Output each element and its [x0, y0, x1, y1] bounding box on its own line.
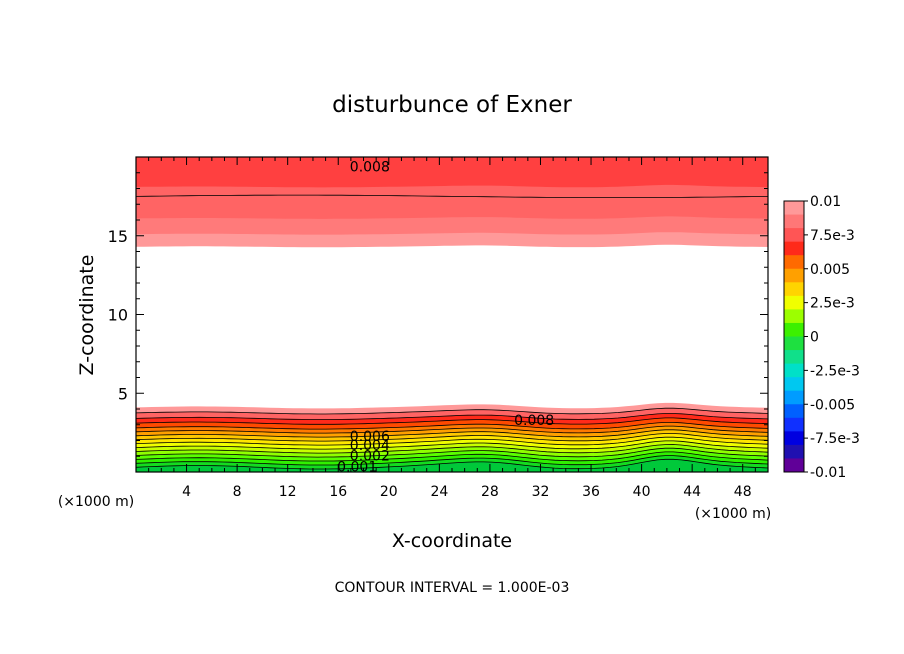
x-tick-label: 12 — [279, 484, 297, 500]
x-axis-label: X-coordinate — [392, 530, 512, 552]
contour-line — [136, 433, 768, 442]
colorbar-label: -0.005 — [810, 397, 855, 413]
contour-line — [136, 417, 768, 425]
chart-title: disturbunce of Exner — [332, 92, 572, 118]
contour-line — [136, 407, 768, 415]
contour-label: 0.001 — [337, 459, 377, 475]
colorbar-swatch — [784, 363, 804, 378]
contour-line — [136, 422, 768, 430]
contour-line — [136, 413, 768, 420]
x-tick-label: 24 — [430, 484, 448, 500]
contour-line — [136, 458, 768, 470]
colorbar-label: -0.01 — [810, 465, 846, 481]
x-tick-label: 44 — [683, 484, 701, 500]
x-tick-label: 32 — [532, 484, 550, 500]
x-unit-label-right: (×1000 m) — [695, 506, 771, 522]
colorbar-swatch — [784, 214, 804, 229]
x-tick-label: 8 — [233, 484, 242, 500]
contour-label: 0.006 — [350, 429, 390, 445]
y-tick-label: 5 — [118, 384, 128, 403]
upper-contour-band — [136, 157, 768, 188]
colorbar-swatch — [784, 241, 804, 256]
x-tick-label: 48 — [734, 484, 752, 500]
contour-line — [136, 444, 768, 454]
y-axis-label: Z-coordinate — [76, 255, 98, 376]
colorbar-label: 2.5e-3 — [810, 296, 855, 312]
contour-interval-note: CONTOUR INTERVAL = 1.000E-03 — [335, 580, 570, 596]
contour-line — [136, 194, 768, 198]
contour-line — [136, 440, 768, 450]
x-tick-label: 4 — [182, 484, 191, 500]
colorbar-swatch — [784, 255, 804, 270]
colorbar-label: 0.005 — [810, 262, 850, 278]
colorbar-label: -2.5e-3 — [810, 363, 860, 379]
x-tick-label: 16 — [329, 484, 347, 500]
y-tick-label: 15 — [108, 227, 128, 246]
y-tick-label: 10 — [108, 306, 128, 325]
contour-line — [136, 447, 768, 458]
colorbar-swatch — [784, 458, 804, 473]
contour-line — [136, 455, 768, 466]
y-axis-ticks: 5 10 15 — [108, 227, 128, 404]
x-tick-label: 40 — [633, 484, 651, 500]
colorbar-swatch — [784, 390, 804, 405]
colorbar-legend: 0.01 7.5e-3 0.005 2.5e-3 0 -2.5e-3 -0.005 -7.5e… — [783, 194, 860, 481]
contour-line — [136, 436, 768, 446]
colorbar-swatch — [784, 295, 804, 310]
colorbar-swatch — [784, 431, 804, 446]
colorbar-swatch — [784, 268, 804, 283]
colorbar-label: 7.5e-3 — [810, 228, 855, 244]
contour-line — [136, 429, 768, 438]
colorbar-swatch — [784, 201, 804, 216]
colorbar-swatch — [784, 417, 804, 432]
colorbar-swatch — [784, 444, 804, 459]
colorbar-swatch — [784, 322, 804, 337]
contour-line — [136, 425, 768, 434]
x-tick-label: 28 — [481, 484, 499, 500]
colorbar-label: -7.5e-3 — [810, 431, 860, 447]
contour-label: 0.002 — [350, 448, 390, 464]
contour-line — [136, 451, 768, 462]
x-tick-label: 36 — [582, 484, 600, 500]
contour-label: 0.008 — [514, 413, 554, 429]
colorbar-swatch — [784, 309, 804, 324]
colorbar-swatch — [784, 377, 804, 392]
colorbar-swatch — [784, 228, 804, 243]
colorbar-swatch — [784, 336, 804, 351]
contour-label: 0.004 — [350, 438, 390, 454]
colorbar-swatch — [784, 282, 804, 297]
x-axis-ticks: 4 8 12 16 20 24 28 32 36 40 44 48 — [182, 484, 752, 500]
colorbar-swatch — [784, 404, 804, 419]
x-tick-label: 20 — [380, 484, 398, 500]
x-unit-label-left: (×1000 m) — [58, 494, 134, 510]
colorbar-label: 0.01 — [810, 194, 841, 210]
colorbar-label: 0 — [810, 330, 819, 346]
colorbar-swatch — [784, 350, 804, 365]
contour-label: 0.008 — [350, 159, 390, 175]
